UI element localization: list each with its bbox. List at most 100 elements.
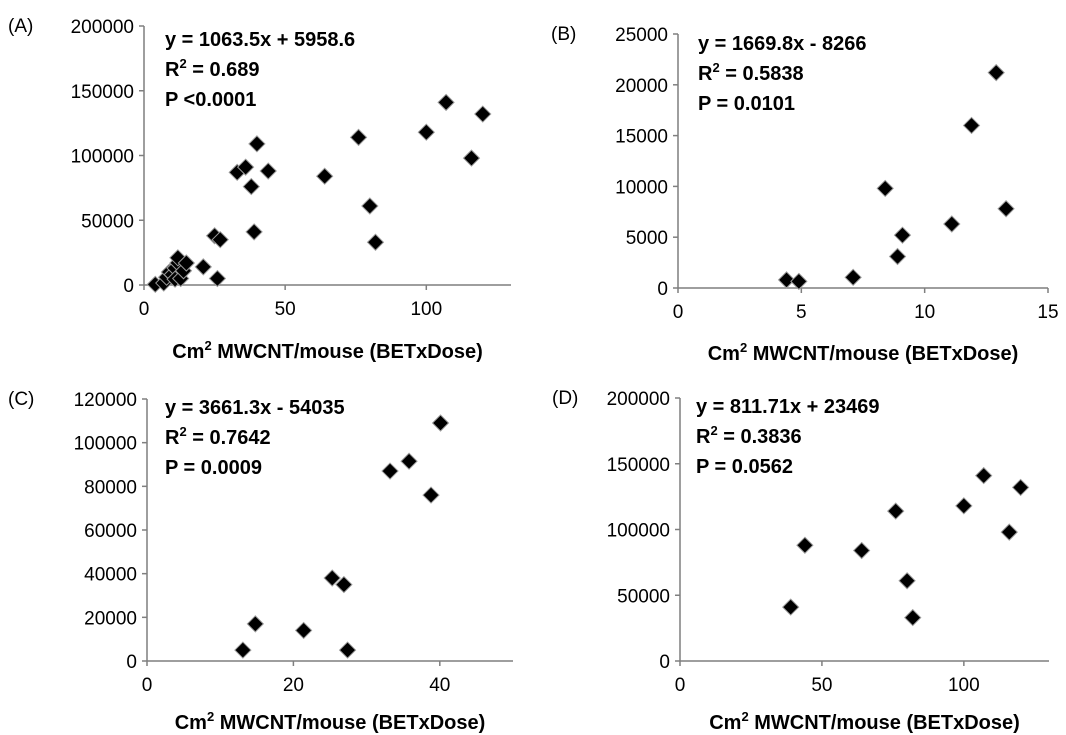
data-point xyxy=(1000,523,1018,541)
data-point xyxy=(887,502,905,520)
data-point xyxy=(962,116,981,135)
data-point xyxy=(904,608,922,627)
data-point xyxy=(381,462,399,480)
r-squared-value: = 0.5838 xyxy=(720,63,804,85)
y-tick-label: 0 xyxy=(126,652,137,673)
x-tick-label: 100 xyxy=(410,299,442,320)
data-point xyxy=(361,197,379,215)
data-point xyxy=(194,258,212,276)
x-axis-label-rest: MWCNT/mouse (BETxDose) xyxy=(214,712,485,734)
y-tick-label: 150000 xyxy=(607,455,670,476)
r-squared-sup: 2 xyxy=(710,423,717,438)
y-tick-label: 0 xyxy=(123,276,134,297)
data-point xyxy=(366,233,385,251)
panel-b: 0 5000 10000 15000 20000 25000 0 5 10 15 (B) Cm2 MW… xyxy=(533,0,1066,367)
data-point xyxy=(462,149,481,167)
data-point xyxy=(335,575,353,594)
data-point xyxy=(997,200,1015,218)
y-tick-label: 200000 xyxy=(71,17,134,38)
scatter-plot: 0 20000 40000 60000 80000 100000 120000 0 20 40 (C… xyxy=(8,389,513,734)
data-point xyxy=(248,135,266,153)
r-squared-symbol: R xyxy=(696,426,711,448)
x-tick-label: 0 xyxy=(673,302,684,323)
data-point xyxy=(790,272,808,291)
r-squared-symbol: R xyxy=(165,59,180,81)
data-point xyxy=(294,621,313,640)
x-tick-label: 20 xyxy=(283,675,304,696)
data-point xyxy=(1011,478,1030,497)
y-tick-label: 40000 xyxy=(84,565,137,586)
regression-equation: y = 1669.8x - 8266 xyxy=(698,33,866,55)
data-point xyxy=(876,179,894,198)
y-tick-label: 60000 xyxy=(84,521,137,542)
x-axis-label-sup: 2 xyxy=(204,338,211,353)
y-tick-label: 20000 xyxy=(84,608,137,629)
data-point xyxy=(777,271,796,289)
data-point xyxy=(246,615,265,633)
y-tick-label: 50000 xyxy=(617,586,670,607)
x-tick-label: 0 xyxy=(142,675,153,696)
p-value: P = 0.0009 xyxy=(165,457,262,479)
data-point xyxy=(234,641,252,659)
panel-letter: (C) xyxy=(8,389,34,410)
x-axis-label-sup: 2 xyxy=(740,340,747,355)
data-point xyxy=(208,269,227,288)
data-point xyxy=(422,486,440,504)
regression-equation: y = 3661.3x - 54035 xyxy=(165,397,345,419)
data-point xyxy=(417,123,436,141)
data-point xyxy=(315,167,334,185)
data-point xyxy=(259,162,277,180)
y-tick-label: 20000 xyxy=(615,76,668,97)
x-axis-label: Cm2 MWCNT/mouse (BETxDose) xyxy=(709,709,1020,734)
r-squared-value: = 0.7642 xyxy=(187,427,271,449)
x-axis-label-sup: 2 xyxy=(741,709,748,724)
r-squared-sup: 2 xyxy=(712,60,719,75)
data-point xyxy=(323,569,341,587)
r-squared: R2 = 0.3836 xyxy=(696,423,802,448)
data-point xyxy=(898,572,916,590)
y-tick-label: 25000 xyxy=(615,25,668,46)
data-point xyxy=(236,158,255,176)
r-squared-symbol: R xyxy=(698,63,713,85)
x-tick-label: 40 xyxy=(429,675,450,696)
data-point xyxy=(242,177,260,196)
x-axis-label-unit: Cm xyxy=(175,712,207,734)
y-tick-label: 200000 xyxy=(607,389,670,410)
y-tick-label: 10000 xyxy=(615,177,668,198)
data-point xyxy=(888,247,907,266)
data-point xyxy=(245,223,263,241)
y-tick-label: 100000 xyxy=(607,521,670,542)
panel-letter: (A) xyxy=(8,16,33,37)
x-axis-label: Cm2 MWCNT/mouse (BETxDose) xyxy=(708,340,1019,365)
data-point xyxy=(975,466,993,485)
x-axis-label-rest: MWCNT/mouse (BETxDose) xyxy=(747,343,1018,365)
r-squared-sup: 2 xyxy=(179,56,186,71)
x-axis-label: Cm2 MWCNT/mouse (BETxDose) xyxy=(172,338,483,363)
data-point xyxy=(893,226,912,244)
y-tick-label: 150000 xyxy=(71,82,134,103)
r-squared-symbol: R xyxy=(165,427,180,449)
p-value: P = 0.0101 xyxy=(698,93,795,115)
p-value: P <0.0001 xyxy=(165,89,256,111)
data-point xyxy=(852,541,871,560)
data-point xyxy=(400,452,418,470)
x-axis-label-unit: Cm xyxy=(709,712,741,734)
panel-letter: (D) xyxy=(552,388,578,409)
panel-letter: (B) xyxy=(551,24,576,45)
regression-equation: y = 1063.5x + 5958.6 xyxy=(165,29,355,51)
x-tick-label: 0 xyxy=(139,299,150,320)
data-point xyxy=(431,414,450,432)
x-tick-label: 10 xyxy=(914,302,935,323)
panel-c: 0 20000 40000 60000 80000 100000 120000 0 20 40 (C… xyxy=(0,367,533,735)
regression-equation: y = 811.71x + 23469 xyxy=(696,396,880,418)
x-tick-label: 0 xyxy=(675,675,686,696)
data-point xyxy=(437,93,455,112)
y-tick-label: 0 xyxy=(659,652,670,673)
x-tick-label: 15 xyxy=(1037,302,1058,323)
y-tick-label: 5000 xyxy=(626,228,668,249)
x-axis-label-rest: MWCNT/mouse (BETxDose) xyxy=(749,712,1020,734)
